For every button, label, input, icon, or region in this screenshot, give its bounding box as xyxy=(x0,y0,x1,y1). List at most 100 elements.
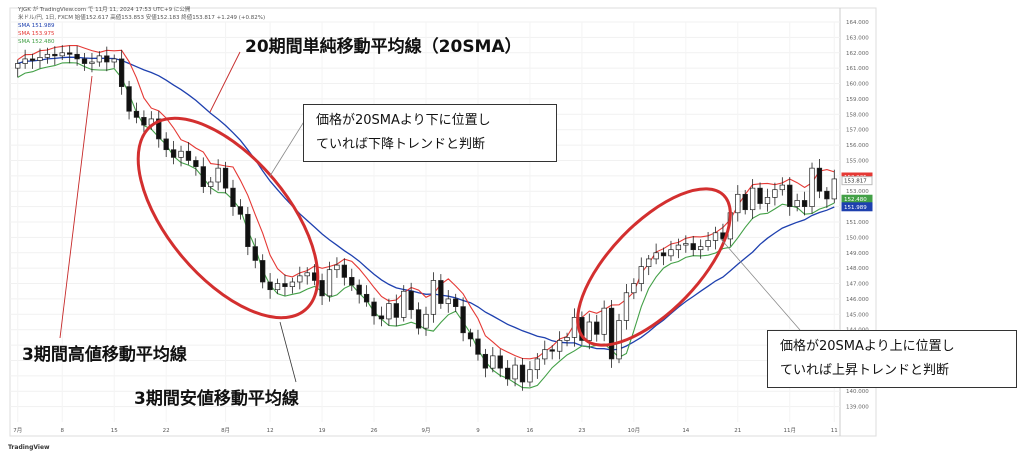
candlestick xyxy=(505,360,511,386)
candlestick xyxy=(824,187,830,208)
candle-body xyxy=(252,246,258,261)
candle-body xyxy=(586,321,592,341)
candle-body xyxy=(460,306,466,334)
candle-body xyxy=(178,150,184,158)
candle-body xyxy=(81,58,88,64)
candlestick xyxy=(779,177,785,196)
candle-body xyxy=(542,349,548,360)
candle-body xyxy=(215,167,221,183)
price-tag-bg xyxy=(841,202,873,212)
candlestick xyxy=(519,358,526,391)
candle-body xyxy=(705,240,711,247)
leader-low3 xyxy=(279,321,297,383)
candle-body xyxy=(393,303,399,318)
candle-body xyxy=(497,355,503,369)
candlestick xyxy=(274,278,281,294)
candle-body xyxy=(653,252,659,260)
candlestick xyxy=(245,206,251,256)
candlestick xyxy=(289,277,296,294)
candlestick xyxy=(96,51,103,67)
candlestick xyxy=(104,46,110,72)
y-tick-label: 164.000 xyxy=(846,20,869,26)
leader-20sma xyxy=(209,51,241,113)
candlestick xyxy=(712,226,719,250)
candlestick xyxy=(237,199,244,220)
tradingview-logo: TradingView xyxy=(8,444,50,451)
candlestick xyxy=(37,48,43,69)
candlestick xyxy=(349,268,355,291)
y-tick-label: 149.000 xyxy=(846,251,869,257)
tradingview-brand: TradingView xyxy=(8,444,50,451)
candle-body xyxy=(37,57,43,61)
y-tick-label: 156.000 xyxy=(846,143,869,149)
candle-body xyxy=(260,260,266,283)
candle-body xyxy=(505,367,511,380)
candlestick xyxy=(111,54,117,68)
symbol-info: 米ドル/円, 1日, FXCM 始値152.617 高値153.853 安値15… xyxy=(18,15,266,21)
candlestick xyxy=(653,243,659,265)
candle-body xyxy=(408,290,414,311)
candlestick xyxy=(282,274,288,296)
candlestick xyxy=(646,255,652,276)
candle-body xyxy=(386,303,392,320)
candlestick xyxy=(185,142,192,165)
candle-body xyxy=(549,349,555,352)
candlestick xyxy=(616,313,622,364)
candle-body xyxy=(415,309,422,329)
candlestick xyxy=(29,53,36,69)
candlestick xyxy=(787,177,793,216)
candle-body xyxy=(133,110,140,118)
candlestick xyxy=(675,238,682,259)
candle-body xyxy=(237,206,244,215)
candle-body xyxy=(29,58,36,61)
candle-body xyxy=(297,275,303,283)
x-tick-label: 8月 xyxy=(221,427,230,434)
candle-body xyxy=(601,307,607,335)
candlestick xyxy=(438,274,444,309)
candlestick xyxy=(304,267,310,285)
candle-body xyxy=(668,249,674,257)
candlesticks xyxy=(15,45,837,391)
candle-body xyxy=(356,284,362,295)
x-tick-label: 14 xyxy=(682,428,689,434)
candle-body xyxy=(282,283,288,287)
candlestick xyxy=(401,285,407,322)
candle-body xyxy=(52,53,58,57)
candle-body xyxy=(163,138,169,151)
y-tick-label: 157.000 xyxy=(846,128,869,134)
y-tick-label: 163.000 xyxy=(846,35,869,41)
candle-body xyxy=(378,315,385,320)
candle-body xyxy=(423,313,429,329)
candlestick xyxy=(683,235,689,253)
candlestick xyxy=(794,193,800,212)
candlestick xyxy=(408,282,414,319)
candlestick xyxy=(378,306,385,327)
candlestick xyxy=(15,59,21,78)
candlestick xyxy=(490,347,496,373)
candlestick xyxy=(705,232,711,251)
candlestick xyxy=(215,159,221,191)
candle-body xyxy=(67,52,73,55)
candle-body xyxy=(475,338,481,355)
candle-body xyxy=(816,167,823,192)
candle-body xyxy=(467,332,474,340)
downtrend-ellipse xyxy=(136,116,320,320)
candlestick xyxy=(660,247,667,266)
candlestick xyxy=(126,80,132,120)
candle-body xyxy=(15,63,21,69)
x-tick-label: 9 xyxy=(476,428,480,434)
candle-body xyxy=(371,301,377,317)
candlestick xyxy=(809,162,815,214)
candle-body xyxy=(660,252,667,257)
x-tick-label: 22 xyxy=(163,428,170,434)
y-tick-label: 161.000 xyxy=(846,66,869,72)
candle-body xyxy=(170,149,177,158)
price-tag-label: 152.480 xyxy=(844,197,867,203)
candlestick xyxy=(749,179,756,219)
candle-body xyxy=(200,166,206,187)
candle-body xyxy=(638,266,644,284)
candle-body xyxy=(222,167,229,189)
candlestick xyxy=(267,273,273,299)
candlestick xyxy=(542,340,548,365)
candle-body xyxy=(527,369,533,383)
